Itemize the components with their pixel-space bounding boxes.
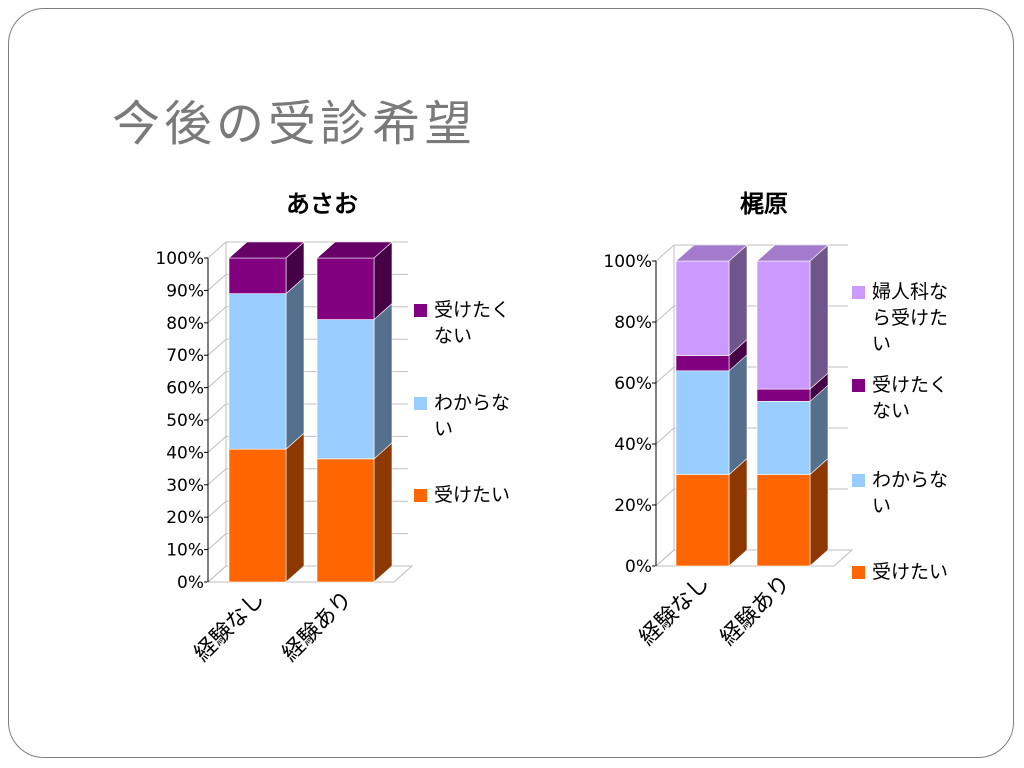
bar-top	[316, 241, 393, 259]
legend-label-line: 受けたい	[434, 484, 510, 506]
y-tick-label: 20%	[614, 496, 652, 516]
x-category-label: 経験なし	[190, 587, 270, 667]
legend-swatch	[414, 397, 427, 410]
y-tick-label: 0%	[625, 557, 652, 577]
chart-title: 梶原	[740, 190, 788, 218]
x-category-label: 経験なし	[635, 571, 715, 651]
legend-label-line: い	[872, 495, 891, 517]
y-tick-label: 0%	[177, 573, 204, 593]
bar-segment	[316, 257, 375, 320]
legend-label-line: わからな	[434, 392, 510, 414]
slide-frame	[8, 8, 1014, 758]
y-tick-label: 50%	[166, 411, 204, 431]
grid-depth-line	[207, 403, 227, 421]
grid-depth-line	[207, 306, 227, 324]
grid-depth-line	[207, 338, 227, 356]
legend-label: 婦人科なら受けたい	[872, 281, 948, 355]
legend-label-line: ら受けた	[872, 307, 948, 329]
bar-side	[285, 432, 305, 583]
x-category-label: 経験あり	[716, 571, 796, 651]
legend-label-line: 婦人科な	[872, 281, 948, 303]
grid-depth-line	[207, 241, 227, 259]
bar-side	[728, 354, 748, 476]
bar-segment	[228, 293, 287, 450]
y-tick-label: 100%	[603, 252, 652, 272]
y-tick-label: 40%	[614, 435, 652, 455]
y-tick-label: 40%	[166, 443, 204, 463]
legend-swatch	[852, 474, 865, 487]
bar-top	[228, 241, 305, 259]
bar-side	[809, 457, 829, 567]
bar-side	[809, 244, 829, 390]
bar-segment	[675, 370, 730, 475]
legend-label: 受けたくない	[872, 374, 948, 422]
grid-depth-line	[207, 468, 227, 486]
chart-title: あさお	[286, 190, 358, 218]
bar-top	[756, 244, 829, 262]
slide-title: 今後の受診希望	[112, 96, 477, 152]
y-tick-label: 90%	[166, 281, 204, 301]
bar-segment	[675, 260, 730, 356]
chart-kajiwara: 梶原0%20%40%60%80%100%経験なし 経験あり婦人科なら受けたい受けた…	[603, 190, 948, 650]
y-tick-label: 70%	[166, 346, 204, 366]
bar-segment	[316, 319, 375, 460]
grid-depth-line	[655, 427, 675, 445]
legend-label-line: ない	[434, 325, 472, 347]
grid-depth-line	[207, 436, 227, 453]
bar-top	[675, 244, 748, 262]
legend-label-line: い	[434, 418, 453, 440]
legend-label-line: 受けたく	[434, 299, 510, 321]
grid-depth-line	[655, 366, 675, 384]
bar-segment	[675, 355, 730, 372]
grid-depth-line	[655, 244, 675, 262]
grid-depth-line	[655, 488, 675, 506]
y-tick-label: 100%	[155, 249, 204, 269]
y-tick-label: 80%	[614, 313, 652, 333]
bar-segment	[316, 458, 375, 583]
legend-swatch	[852, 286, 865, 299]
y-tick-label: 60%	[614, 374, 652, 394]
legend-label: 受けたくない	[434, 299, 510, 347]
bar-segment	[675, 474, 730, 567]
legend-label-line: わからな	[872, 469, 948, 491]
legend-label-line: 受けたい	[872, 561, 948, 583]
bar-segment	[756, 400, 811, 475]
bar-side	[728, 244, 748, 357]
y-tick-label: 80%	[166, 314, 204, 334]
bar-segment	[228, 448, 287, 583]
chart-asao: あさお 0% 10% 20% 30% 40% 50% 60% 70% 80% 90% 100% 経験なし…	[155, 190, 510, 666]
legend-label-line: 受けたく	[872, 374, 948, 396]
legend-label-line: ない	[872, 400, 910, 422]
legend-swatch	[414, 304, 427, 317]
y-tick-label: 20%	[166, 508, 204, 528]
legend-label: 受けたい	[872, 561, 948, 583]
y-tick-label: 30%	[166, 476, 204, 496]
bar-segment	[756, 388, 811, 402]
legend-swatch	[852, 566, 865, 579]
bar-side	[728, 457, 748, 567]
grid-depth-line	[655, 305, 675, 323]
bar-side	[373, 442, 393, 583]
legend-label: わからない	[872, 469, 948, 517]
y-tick-label: 10%	[166, 541, 204, 561]
legend-swatch	[414, 489, 427, 502]
bar-segment	[228, 257, 287, 294]
legend-label: わからない	[434, 392, 510, 440]
grid-depth-line	[207, 500, 227, 518]
x-category-label: 経験あり	[278, 587, 358, 667]
grid-depth-line	[207, 371, 227, 388]
legend-label-line: い	[872, 333, 891, 355]
grid-depth-line	[207, 274, 227, 291]
bar-segment	[756, 260, 811, 390]
bar-segment	[756, 474, 811, 567]
legend-swatch	[852, 379, 865, 392]
bar-side	[373, 302, 393, 460]
legend-label: 受けたい	[434, 484, 510, 506]
y-tick-label: 60%	[166, 379, 204, 399]
bar-side	[285, 276, 305, 450]
grid-depth-line	[207, 533, 227, 550]
